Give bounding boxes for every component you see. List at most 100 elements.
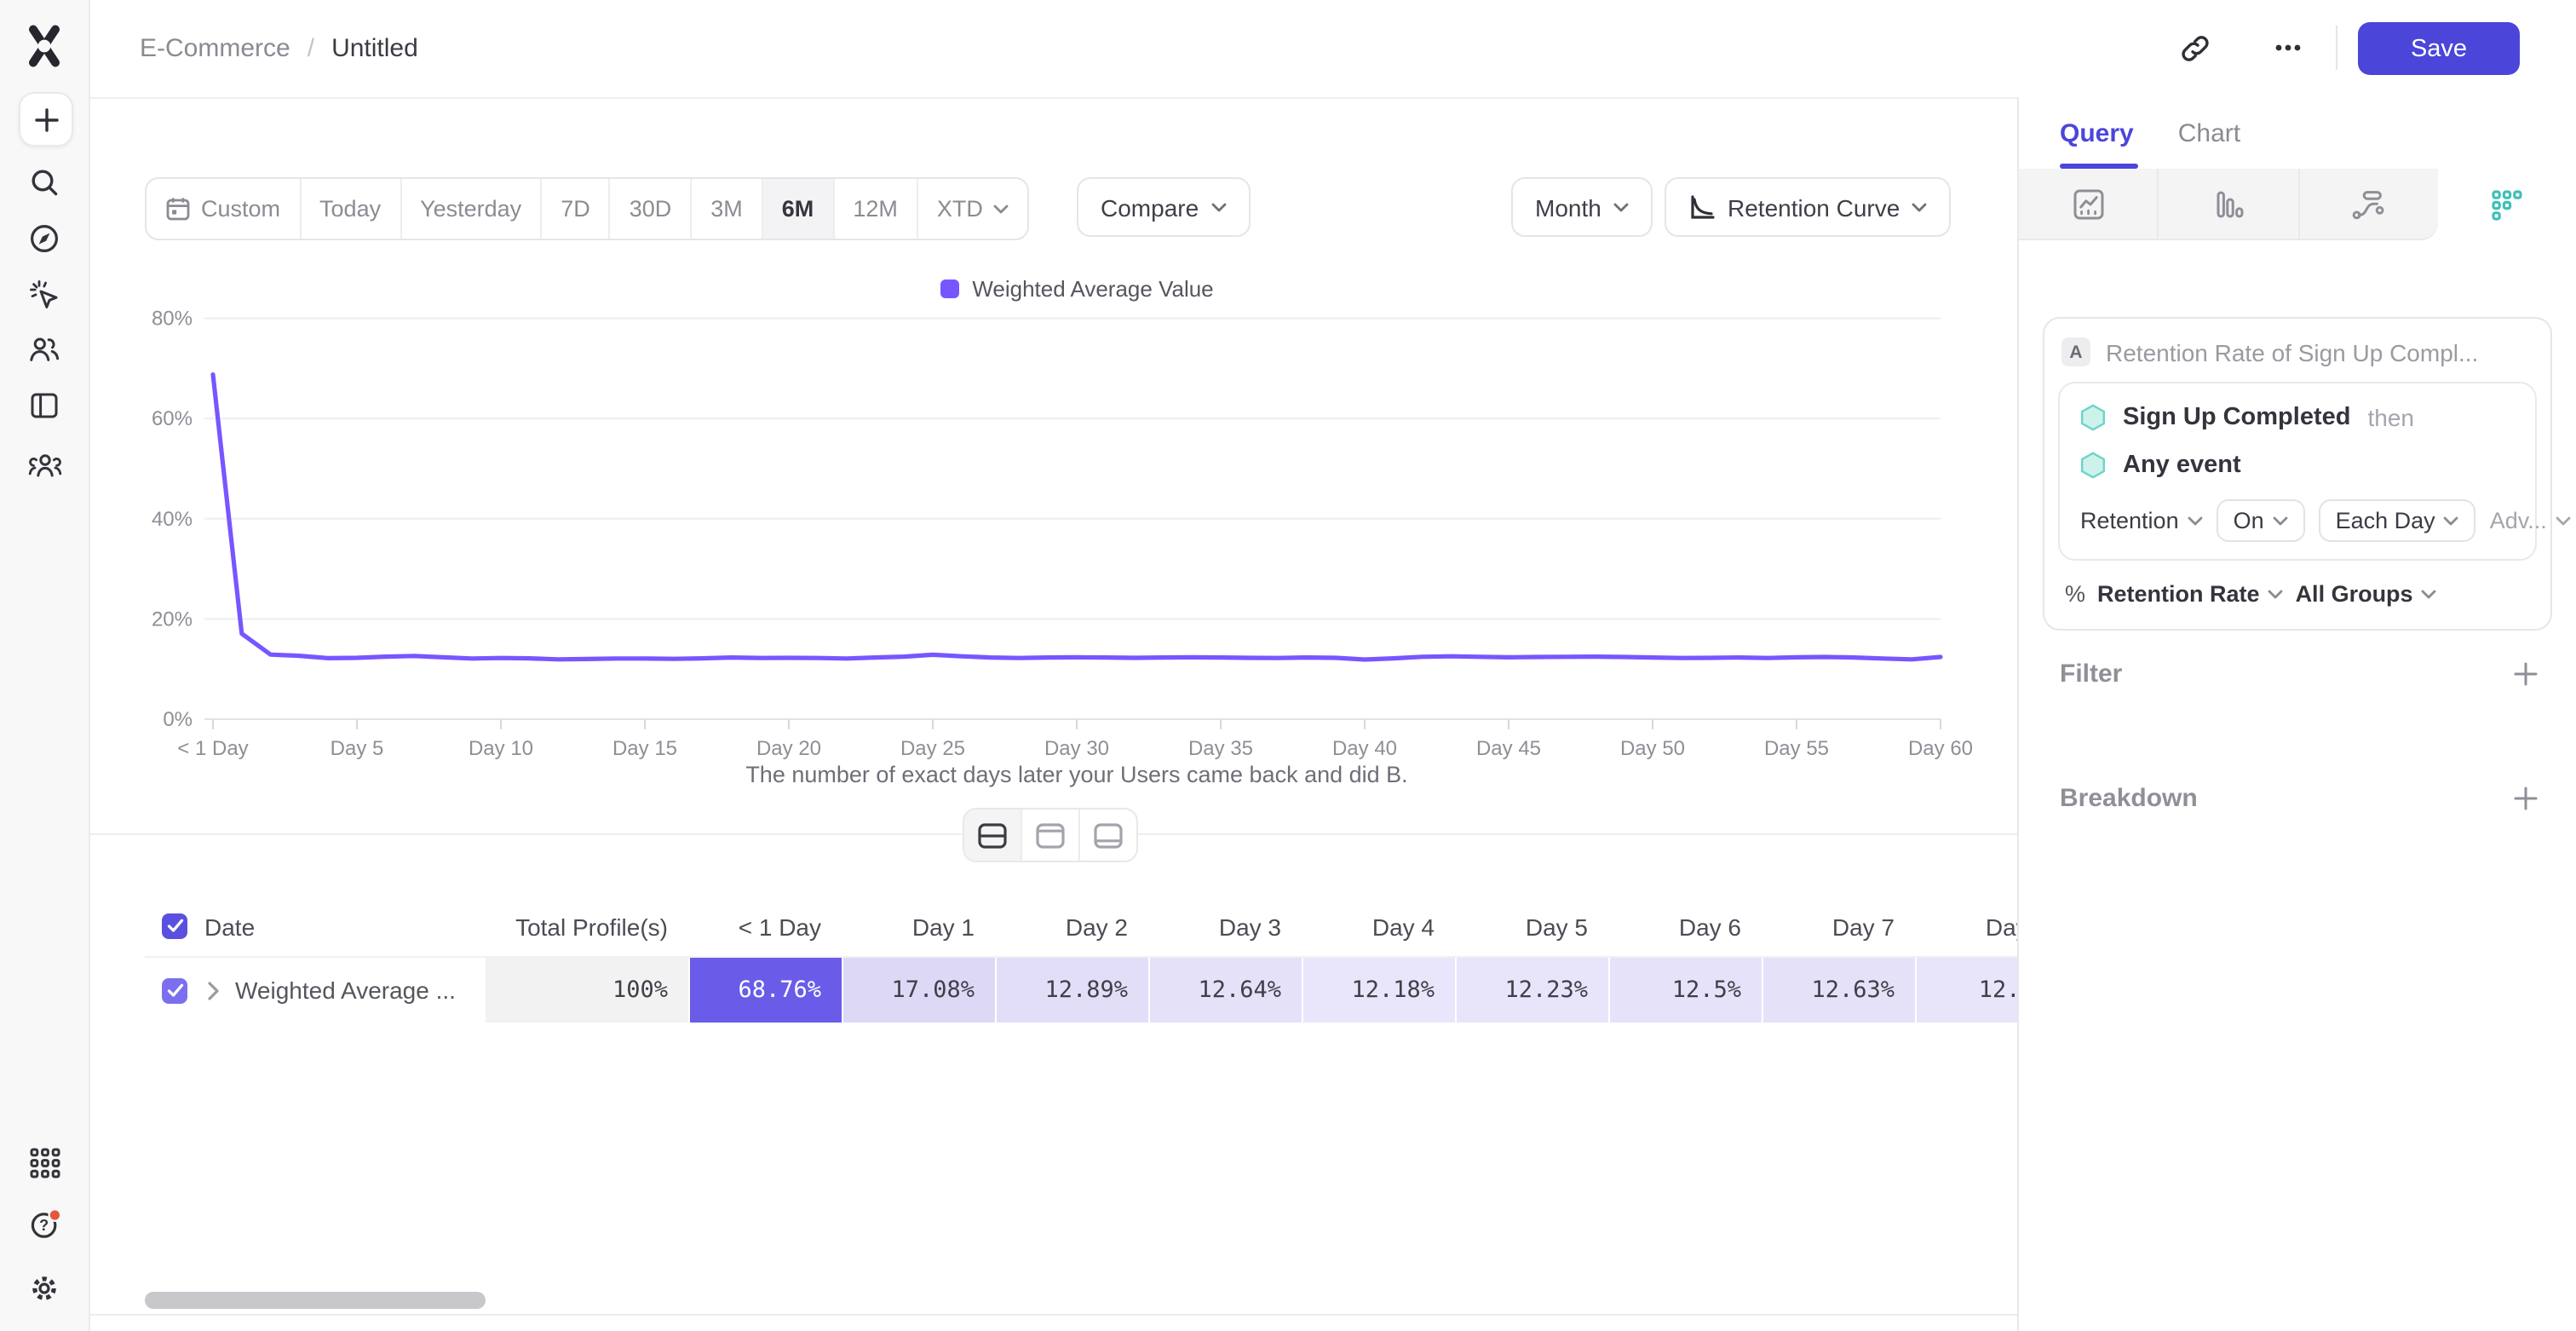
date-range-6m[interactable]: 6M bbox=[761, 179, 833, 239]
view-toggle-chart-only[interactable] bbox=[1021, 810, 1078, 861]
report-tab-funnels[interactable] bbox=[2159, 169, 2299, 240]
view-toggle-split[interactable] bbox=[964, 810, 1021, 861]
cohorts-nav-button[interactable] bbox=[19, 440, 70, 491]
table-row[interactable]: Weighted Average ... 100% 68.76% 17.08% 12.8… bbox=[145, 956, 2017, 1023]
board-icon bbox=[31, 393, 58, 418]
save-button[interactable]: Save bbox=[2358, 22, 2520, 75]
retention-value-cell[interactable]: 12.64% bbox=[1148, 958, 1302, 1023]
column-header-date[interactable]: Date bbox=[204, 913, 256, 940]
date-range-yesterday[interactable]: Yesterday bbox=[400, 179, 540, 239]
date-range-label: Yesterday bbox=[420, 196, 522, 222]
first-event-row[interactable]: Sign Up Completed then bbox=[2060, 390, 2535, 438]
logo-x-icon bbox=[29, 25, 60, 67]
retention-value-cell[interactable]: 12.18% bbox=[1302, 958, 1455, 1023]
compass-icon bbox=[31, 225, 58, 252]
boards-nav-button[interactable] bbox=[19, 380, 70, 431]
retention-on-dropdown[interactable]: On bbox=[2216, 499, 2305, 542]
breadcrumb-separator: / bbox=[307, 33, 315, 62]
compare-button[interactable]: Compare bbox=[1077, 177, 1251, 237]
groups-dropdown[interactable]: All Groups bbox=[2296, 581, 2437, 607]
return-event-row[interactable]: Any event bbox=[2060, 438, 2535, 486]
page-title[interactable]: Untitled bbox=[331, 33, 418, 62]
users-nav-button[interactable] bbox=[19, 324, 70, 375]
select-all-checkbox-cell[interactable] bbox=[145, 896, 204, 956]
report-tab-flows[interactable] bbox=[2299, 169, 2438, 240]
apps-nav-button[interactable] bbox=[19, 1137, 70, 1188]
retention-value-cell[interactable]: 17.08% bbox=[842, 958, 995, 1023]
horizontal-scrollbar[interactable] bbox=[145, 1292, 486, 1309]
more-options-button[interactable] bbox=[2268, 27, 2309, 68]
copy-link-button[interactable] bbox=[2174, 27, 2215, 68]
metric-label: Retention Rate bbox=[2097, 581, 2260, 607]
view-toggle-table-only[interactable] bbox=[1078, 810, 1136, 861]
column-header[interactable]: Day 8 bbox=[1985, 913, 2017, 940]
chart-type-dropdown[interactable]: Retention Curve bbox=[1665, 177, 1952, 237]
date-range-today[interactable]: Today bbox=[299, 179, 400, 239]
retention-type-dropdown[interactable]: Retention bbox=[2080, 508, 2203, 533]
chart-legend[interactable]: Weighted Average Value bbox=[213, 276, 1941, 302]
event-hexagon-icon bbox=[2081, 404, 2105, 431]
date-range-3m[interactable]: 3M bbox=[690, 179, 762, 239]
events-nav-button[interactable] bbox=[19, 269, 70, 320]
column-header[interactable]: Day 7 bbox=[1831, 913, 1895, 940]
column-header[interactable]: Day 1 bbox=[911, 913, 975, 940]
retention-value-cell[interactable]: 12.5% bbox=[1608, 958, 1762, 1023]
breadcrumb-workspace[interactable]: E-Commerce bbox=[140, 33, 290, 62]
date-range-xtd[interactable]: XTD bbox=[916, 179, 1027, 239]
create-new-button[interactable] bbox=[19, 92, 73, 147]
left-nav-rail: ? bbox=[0, 0, 90, 1331]
column-header[interactable]: Day 6 bbox=[1678, 913, 1741, 940]
row-label-cell[interactable]: Weighted Average ... bbox=[204, 958, 486, 1023]
granularity-label: Month bbox=[1535, 193, 1601, 221]
date-range-12m[interactable]: 12M bbox=[832, 179, 917, 239]
column-header[interactable]: Day 5 bbox=[1525, 913, 1588, 940]
add-filter-button[interactable] bbox=[2513, 661, 2539, 687]
svg-text:Day 5: Day 5 bbox=[331, 737, 384, 760]
date-range-custom[interactable]: Custom bbox=[147, 179, 299, 239]
settings-nav-button[interactable] bbox=[19, 1263, 70, 1314]
advanced-dropdown[interactable]: Adv... bbox=[2490, 508, 2571, 533]
checkbox[interactable] bbox=[162, 913, 187, 939]
interval-dropdown[interactable]: Each Day bbox=[2318, 499, 2476, 542]
header-divider bbox=[2336, 26, 2337, 70]
retention-value-cell[interactable]: 12.89% bbox=[995, 958, 1148, 1023]
checkbox[interactable] bbox=[162, 977, 187, 1003]
explore-nav-button[interactable] bbox=[19, 213, 70, 264]
compare-label: Compare bbox=[1101, 193, 1199, 221]
help-nav-button[interactable]: ? bbox=[19, 1198, 70, 1249]
row-checkbox-cell[interactable] bbox=[145, 958, 204, 1023]
expand-row-chevron[interactable] bbox=[208, 981, 220, 1000]
chevron-down-icon bbox=[993, 204, 1009, 213]
column-header[interactable]: < 1 Day bbox=[738, 913, 821, 940]
insights-chart-icon bbox=[2073, 188, 2103, 219]
column-header[interactable]: Day 4 bbox=[1371, 913, 1435, 940]
column-header[interactable]: Day 2 bbox=[1065, 913, 1128, 940]
retention-value-cell[interactable]: 68.76% bbox=[688, 958, 842, 1023]
add-breakdown-button[interactable] bbox=[2513, 786, 2539, 811]
advanced-label: Adv... bbox=[2489, 508, 2547, 533]
column-header[interactable]: Total Profile(s) bbox=[515, 913, 668, 940]
metric-dropdown[interactable]: Retention Rate bbox=[2097, 581, 2284, 607]
report-type-tabs bbox=[2019, 169, 2576, 240]
granularity-dropdown[interactable]: Month bbox=[1511, 177, 1653, 237]
retention-line-chart[interactable]: 0% 20% 40% 60% 80% < 1 Day Day 5 Day 10 Day 15 Da… bbox=[0, 256, 2017, 801]
mixpanel-logo[interactable] bbox=[19, 20, 70, 72]
svg-text:Day 50: Day 50 bbox=[1620, 737, 1685, 760]
query-title-row[interactable]: A Retention Rate of Sign Up Compl... bbox=[2044, 319, 2550, 382]
tab-chart[interactable]: Chart bbox=[2177, 118, 2241, 147]
chevron-down-icon bbox=[2268, 589, 2283, 598]
tab-query[interactable]: Query bbox=[2060, 118, 2134, 147]
retention-value-cell[interactable]: 12.23% bbox=[1455, 958, 1608, 1023]
date-range-30d[interactable]: 30D bbox=[608, 179, 691, 239]
column-header[interactable]: Day 3 bbox=[1218, 913, 1281, 940]
date-range-7d[interactable]: 7D bbox=[540, 179, 609, 239]
report-tab-insights[interactable] bbox=[2019, 169, 2159, 240]
chevron-down-icon bbox=[2188, 516, 2202, 525]
svg-text:Day 30: Day 30 bbox=[1044, 737, 1109, 760]
retention-value-cell[interactable]: 12.63% bbox=[1762, 958, 1915, 1023]
retention-value-cell[interactable]: 12.4% bbox=[1915, 958, 2017, 1023]
report-tab-retention[interactable] bbox=[2437, 169, 2576, 240]
legend-label: Weighted Average Value bbox=[972, 276, 1214, 302]
total-profiles-cell[interactable]: 100% bbox=[486, 958, 688, 1023]
search-nav-button[interactable] bbox=[19, 157, 70, 208]
